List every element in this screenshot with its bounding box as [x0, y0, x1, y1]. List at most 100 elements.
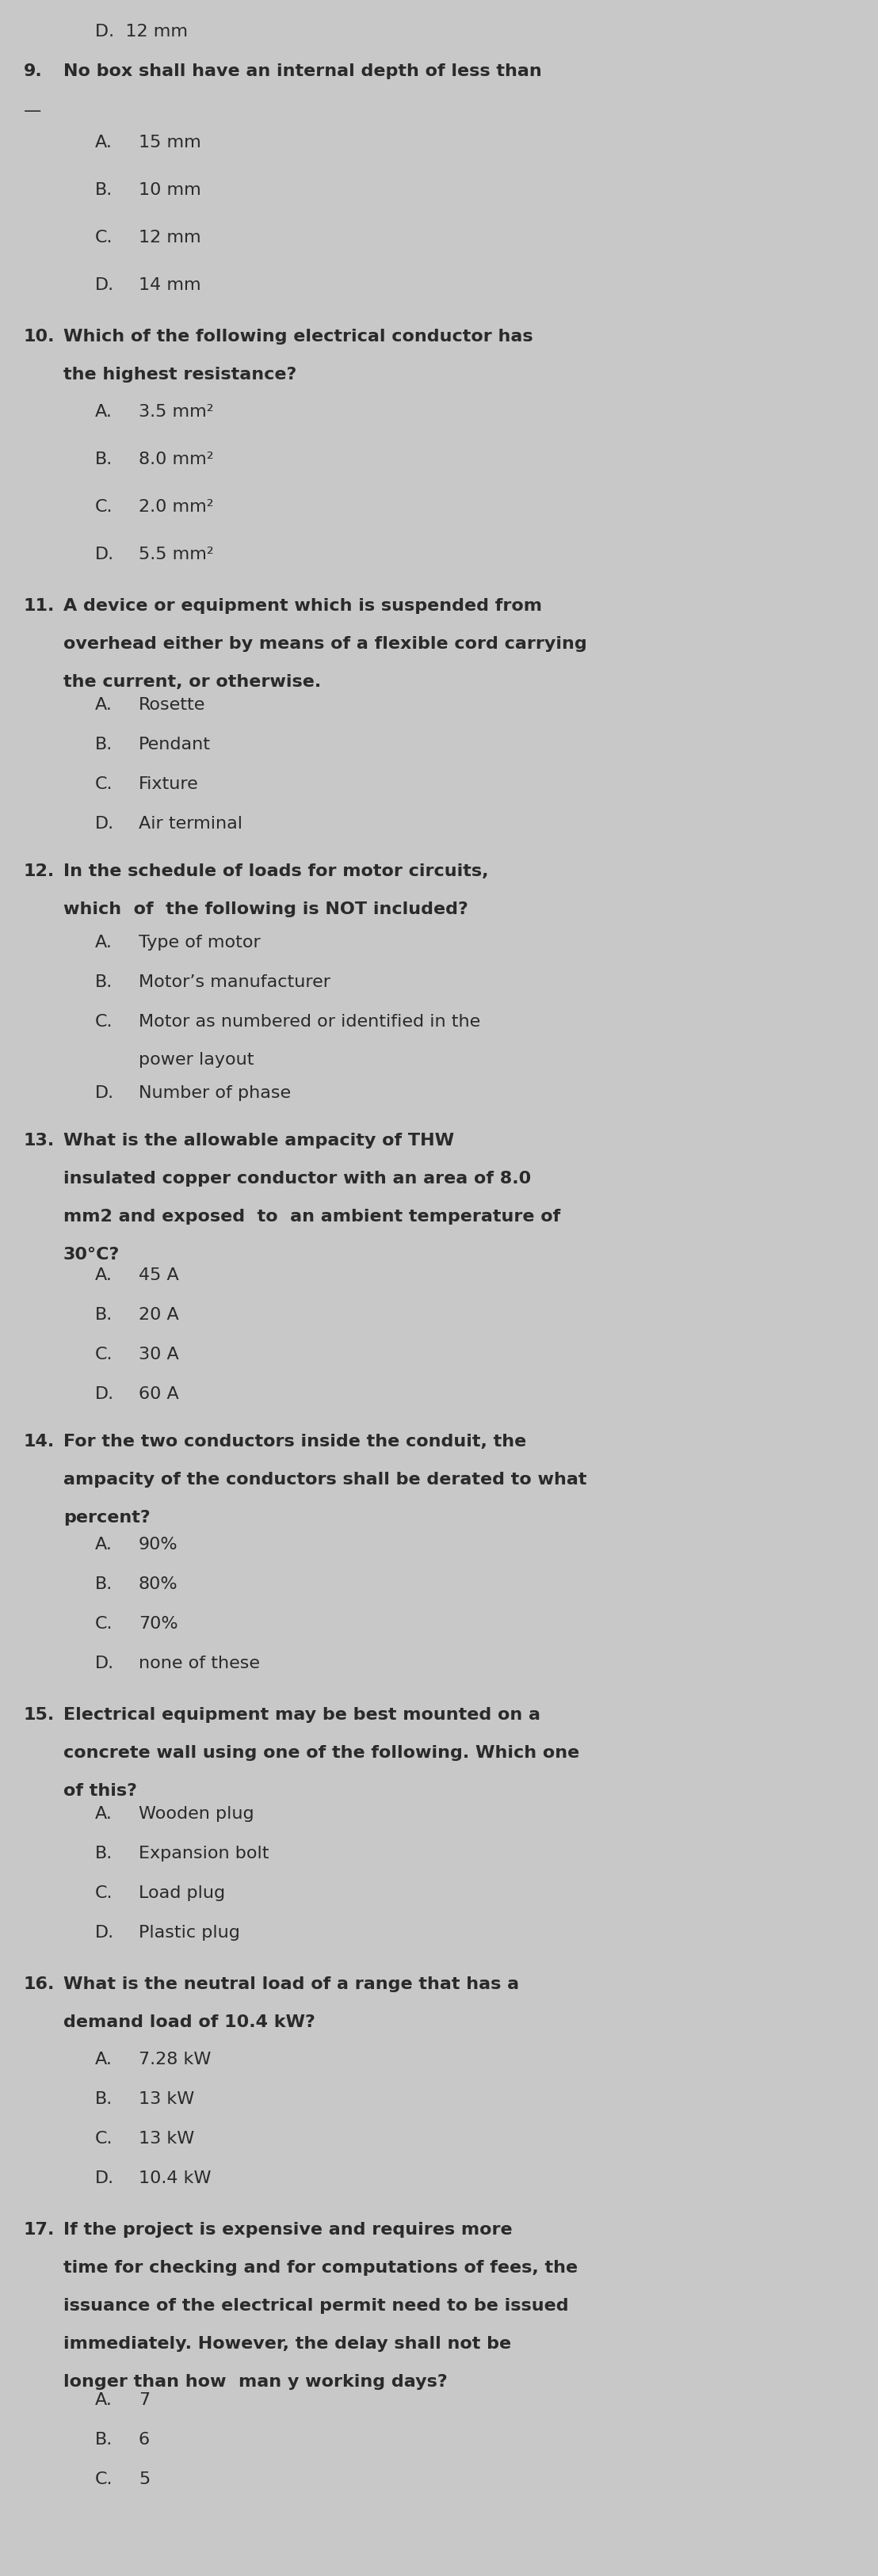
Text: 90%: 90%: [139, 1538, 178, 1553]
Text: 13 kW: 13 kW: [139, 2130, 194, 2146]
Text: overhead either by means of a flexible cord carrying: overhead either by means of a flexible c…: [63, 636, 587, 652]
Text: B.: B.: [95, 1844, 112, 1862]
Text: 13.: 13.: [24, 1133, 54, 1149]
Text: issuance of the electrical permit need to be issued: issuance of the electrical permit need t…: [63, 2298, 569, 2313]
Text: 7.28 kW: 7.28 kW: [139, 2050, 211, 2069]
Text: A.: A.: [95, 134, 112, 149]
Text: 14.: 14.: [24, 1435, 54, 1450]
Text: insulated copper conductor with an area of 8.0: insulated copper conductor with an area …: [63, 1170, 531, 1188]
Text: Electrical equipment may be best mounted on a: Electrical equipment may be best mounted…: [63, 1708, 541, 1723]
Text: B.: B.: [95, 2432, 112, 2447]
Text: which  of  the following is NOT included?: which of the following is NOT included?: [63, 902, 468, 917]
Text: 10.: 10.: [24, 330, 55, 345]
Text: C.: C.: [95, 1886, 113, 1901]
Text: In the schedule of loads for motor circuits,: In the schedule of loads for motor circu…: [63, 863, 488, 878]
Text: 5: 5: [139, 2470, 150, 2488]
Text: If the project is expensive and requires more: If the project is expensive and requires…: [63, 2223, 513, 2239]
Text: B.: B.: [95, 451, 112, 466]
Text: Fixture: Fixture: [139, 775, 198, 793]
Text: 30 A: 30 A: [139, 1347, 179, 1363]
Text: D.: D.: [95, 278, 114, 294]
Text: concrete wall using one of the following. Which one: concrete wall using one of the following…: [63, 1744, 579, 1762]
Text: 15.: 15.: [24, 1708, 54, 1723]
Text: What is the allowable ampacity of THW: What is the allowable ampacity of THW: [63, 1133, 454, 1149]
Text: 17.: 17.: [24, 2223, 55, 2239]
Text: B.: B.: [95, 737, 112, 752]
Text: Pendant: Pendant: [139, 737, 211, 752]
Text: 13 kW: 13 kW: [139, 2092, 194, 2107]
Text: A device or equipment which is suspended from: A device or equipment which is suspended…: [63, 598, 542, 613]
Text: 16.: 16.: [24, 1976, 55, 1991]
Text: 9.: 9.: [24, 64, 43, 80]
Text: 15 mm: 15 mm: [139, 134, 201, 149]
Text: Load plug: Load plug: [139, 1886, 225, 1901]
Text: C.: C.: [95, 1015, 113, 1030]
Text: A.: A.: [95, 404, 112, 420]
Text: Wooden plug: Wooden plug: [139, 1806, 254, 1821]
Text: C.: C.: [95, 775, 113, 793]
Text: 2.0 mm²: 2.0 mm²: [139, 500, 213, 515]
Text: 12 mm: 12 mm: [139, 229, 201, 245]
Text: D.: D.: [95, 546, 114, 562]
Text: the current, or otherwise.: the current, or otherwise.: [63, 675, 321, 690]
Text: D.: D.: [95, 2172, 114, 2187]
Text: 11.: 11.: [24, 598, 55, 613]
Text: 10.4 kW: 10.4 kW: [139, 2172, 212, 2187]
Text: immediately. However, the delay shall not be: immediately. However, the delay shall no…: [63, 2336, 511, 2352]
Text: C.: C.: [95, 1347, 113, 1363]
Text: A.: A.: [95, 2050, 112, 2069]
Text: Motor as numbered or identified in the: Motor as numbered or identified in the: [139, 1015, 480, 1030]
Text: ampacity of the conductors shall be derated to what: ampacity of the conductors shall be dera…: [63, 1471, 587, 1486]
Text: C.: C.: [95, 2470, 113, 2488]
Text: Expansion bolt: Expansion bolt: [139, 1844, 269, 1862]
Text: 6: 6: [139, 2432, 150, 2447]
Text: of this?: of this?: [63, 1783, 137, 1798]
Text: 20 A: 20 A: [139, 1306, 179, 1324]
Text: mm2 and exposed  to  an ambient temperature of: mm2 and exposed to an ambient temperatur…: [63, 1208, 560, 1224]
Text: 10 mm: 10 mm: [139, 183, 201, 198]
Text: A.: A.: [95, 698, 112, 714]
Text: C.: C.: [95, 229, 113, 245]
Text: Type of motor: Type of motor: [139, 935, 261, 951]
Text: C.: C.: [95, 500, 113, 515]
Text: 45 A: 45 A: [139, 1267, 179, 1283]
Text: B.: B.: [95, 974, 112, 989]
Text: No box shall have an internal depth of less than: No box shall have an internal depth of l…: [63, 64, 542, 80]
Text: B.: B.: [95, 1577, 112, 1592]
Text: 12.: 12.: [24, 863, 54, 878]
Text: Which of the following electrical conductor has: Which of the following electrical conduc…: [63, 330, 533, 345]
Text: A.: A.: [95, 1267, 112, 1283]
Text: Number of phase: Number of phase: [139, 1084, 291, 1100]
Text: B.: B.: [95, 1306, 112, 1324]
Text: percent?: percent?: [63, 1510, 150, 1525]
Text: A.: A.: [95, 1806, 112, 1821]
Text: time for checking and for computations of fees, the: time for checking and for computations o…: [63, 2259, 578, 2275]
Text: demand load of 10.4 kW?: demand load of 10.4 kW?: [63, 2014, 315, 2030]
Text: 70%: 70%: [139, 1615, 178, 1631]
Text: D.  12 mm: D. 12 mm: [95, 23, 188, 39]
Text: none of these: none of these: [139, 1656, 260, 1672]
Text: Motor’s manufacturer: Motor’s manufacturer: [139, 974, 330, 989]
Text: A.: A.: [95, 2393, 112, 2409]
Text: 3.5 mm²: 3.5 mm²: [139, 404, 213, 420]
Text: Plastic plug: Plastic plug: [139, 1924, 240, 1940]
Text: 60 A: 60 A: [139, 1386, 179, 1401]
Text: C.: C.: [95, 2130, 113, 2146]
Text: Rosette: Rosette: [139, 698, 205, 714]
Text: What is the neutral load of a range that has a: What is the neutral load of a range that…: [63, 1976, 519, 1991]
Text: 14 mm: 14 mm: [139, 278, 201, 294]
Text: D.: D.: [95, 817, 114, 832]
Text: B.: B.: [95, 183, 112, 198]
Text: 5.5 mm²: 5.5 mm²: [139, 546, 213, 562]
Text: D.: D.: [95, 1084, 114, 1100]
Text: D.: D.: [95, 1656, 114, 1672]
Text: 7: 7: [139, 2393, 150, 2409]
Text: Air terminal: Air terminal: [139, 817, 242, 832]
Text: 80%: 80%: [139, 1577, 178, 1592]
Text: A.: A.: [95, 935, 112, 951]
Text: —: —: [24, 103, 41, 118]
Text: the highest resistance?: the highest resistance?: [63, 366, 297, 384]
Text: For the two conductors inside the conduit, the: For the two conductors inside the condui…: [63, 1435, 527, 1450]
Text: longer than how  man y working days?: longer than how man y working days?: [63, 2375, 448, 2391]
Text: A.: A.: [95, 1538, 112, 1553]
